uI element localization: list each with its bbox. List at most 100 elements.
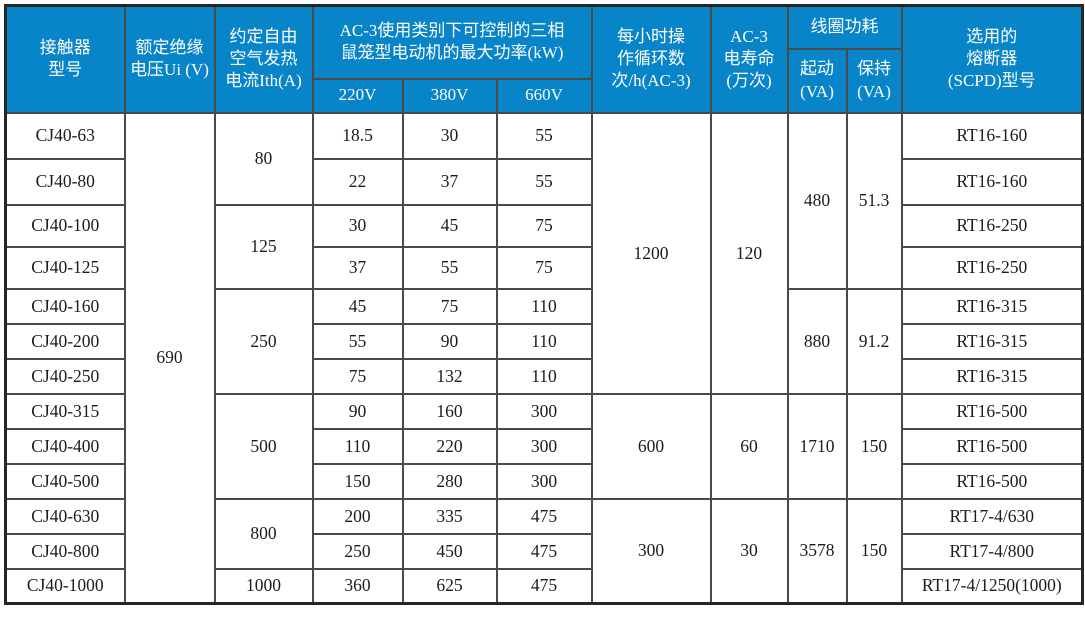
p380-cell: 220: [401, 427, 498, 465]
table-row: CJ40-125 37 55 75 RT16-250: [4, 245, 1084, 290]
fuse-cell: RT17-4/630: [900, 497, 1084, 535]
header-coil-start: 起动 (VA): [786, 47, 848, 114]
fuse-cell: RT17-4/1250(1000): [900, 567, 1084, 605]
header-220v: 220V: [311, 77, 404, 114]
p380-cell: 160: [401, 392, 498, 430]
coil-start-cell: 1710: [786, 392, 848, 500]
model-cell: CJ40-1000: [4, 567, 126, 605]
model-cell: CJ40-400: [4, 427, 126, 465]
model-cell: CJ40-160: [4, 287, 126, 325]
coil-start-cell: 880: [786, 287, 848, 395]
ith-cell: 500: [213, 392, 314, 500]
header-row-1: 接触器 型号 额定绝缘 电压Ui (V) 约定自由 空气发热 电流Ith(A) …: [4, 4, 1084, 114]
p380-cell: 90: [401, 322, 498, 360]
table-header: 接触器 型号 额定绝缘 电压Ui (V) 约定自由 空气发热 电流Ith(A) …: [4, 4, 1084, 114]
table-row: CJ40-200 55 90 110 RT16-315: [4, 322, 1084, 360]
p220-cell: 360: [311, 567, 404, 605]
p220-cell: 75: [311, 357, 404, 395]
p380-cell: 30: [401, 111, 498, 160]
fuse-cell: RT17-4/800: [900, 532, 1084, 570]
coil-hold-cell: 150: [845, 497, 903, 605]
table-body: CJ40-63 690 80 18.5 30 55 1200 120 480 5…: [4, 111, 1084, 605]
header-thermal-current: 约定自由 空气发热 电流Ith(A): [213, 4, 314, 114]
coil-start-cell: 480: [786, 111, 848, 290]
header-coil-hold: 保持 (VA): [845, 47, 903, 114]
fuse-cell: RT16-160: [900, 111, 1084, 160]
model-cell: CJ40-250: [4, 357, 126, 395]
fuse-cell: RT16-500: [900, 392, 1084, 430]
p660-cell: 475: [495, 497, 593, 535]
header-row-2: 起动 (VA) 保持 (VA): [6, 47, 1083, 114]
p380-cell: 450: [401, 532, 498, 570]
fuse-cell: RT16-315: [900, 322, 1084, 360]
model-cell: CJ40-315: [4, 392, 126, 430]
p380-cell: 132: [401, 357, 498, 395]
ith-cell: 250: [213, 287, 314, 395]
p220-cell: 90: [311, 392, 404, 430]
table-row: CJ40-63 690 80 18.5 30 55 1200 120 480 5…: [4, 111, 1084, 605]
model-cell: CJ40-63: [4, 111, 126, 160]
fuse-cell: RT16-500: [900, 462, 1084, 500]
fuse-cell: RT16-315: [900, 357, 1084, 395]
table-row: CJ40-250 75 132 110 RT16-315: [4, 357, 1084, 395]
p220-cell: 30: [311, 203, 404, 248]
p380-cell: 75: [401, 287, 498, 325]
p220-cell: 37: [311, 245, 404, 290]
life-cell: 60: [709, 392, 789, 500]
p660-cell: 110: [495, 357, 593, 395]
model-cell: CJ40-100: [4, 203, 126, 248]
p660-cell: 300: [495, 427, 593, 465]
ith-cell: 80: [213, 111, 314, 206]
p380-cell: 625: [401, 567, 498, 605]
p220-cell: 200: [311, 497, 404, 535]
table-row: CJ40-630 800 200 335 475 300 30 3578 150…: [4, 497, 1084, 605]
p380-cell: 37: [401, 157, 498, 206]
p220-cell: 110: [311, 427, 404, 465]
p380-cell: 55: [401, 245, 498, 290]
header-ops-per-hour: 每小时操 作循环数 次/h(AC-3): [590, 4, 712, 114]
table-row: CJ40-315 500 90 160 300 600 60 1710 150 …: [4, 392, 1084, 500]
header-max-power: AC-3使用类别下可控制的三相 鼠笼型电动机的最大功率(kW): [311, 4, 593, 80]
model-cell: CJ40-800: [4, 532, 126, 570]
p220-cell: 45: [311, 287, 404, 325]
header-rated-voltage: 额定绝缘 电压Ui (V): [123, 4, 216, 114]
p220-cell: 18.5: [311, 111, 404, 160]
ops-cell: 300: [590, 497, 712, 605]
header-fuse-model: 选用的 熔断器 (SCPD)型号: [900, 4, 1084, 114]
p220-cell: 22: [311, 157, 404, 206]
fuse-cell: RT16-500: [900, 427, 1084, 465]
table-row: CJ40-400 110 220 300 RT16-500: [4, 427, 1084, 465]
p660-cell: 55: [495, 157, 593, 206]
p660-cell: 475: [495, 532, 593, 570]
model-cell: CJ40-500: [4, 462, 126, 500]
p660-cell: 55: [495, 111, 593, 160]
header-380v: 380V: [401, 77, 498, 114]
coil-hold-cell: 51.3: [845, 111, 903, 290]
p660-cell: 110: [495, 322, 593, 360]
table-row: CJ40-800 250 450 475 RT17-4/800: [4, 532, 1084, 570]
header-660v: 660V: [495, 77, 593, 114]
p220-cell: 150: [311, 462, 404, 500]
ith-cell: 125: [213, 203, 314, 290]
header-coil-consumption: 线圈功耗: [786, 4, 903, 50]
contactor-spec-table: 接触器 型号 额定绝缘 电压Ui (V) 约定自由 空气发热 电流Ith(A) …: [4, 4, 1085, 605]
coil-start-cell: 3578: [786, 497, 848, 605]
p380-cell: 280: [401, 462, 498, 500]
model-cell: CJ40-80: [4, 157, 126, 206]
p660-cell: 300: [495, 392, 593, 430]
p660-cell: 75: [495, 203, 593, 248]
table-row: CJ40-500 150 280 300 RT16-500: [4, 462, 1084, 500]
p660-cell: 300: [495, 462, 593, 500]
life-cell: 120: [709, 111, 789, 395]
p660-cell: 110: [495, 287, 593, 325]
coil-hold-cell: 150: [845, 392, 903, 500]
table-row: CJ40-80 22 37 55 RT16-160: [4, 157, 1084, 206]
p220-cell: 250: [311, 532, 404, 570]
p220-cell: 55: [311, 322, 404, 360]
header-row-3: 220V 380V 660V: [6, 77, 1083, 114]
fuse-cell: RT16-160: [900, 157, 1084, 206]
ith-cell: 1000: [213, 567, 314, 605]
coil-hold-cell: 91.2: [845, 287, 903, 395]
header-model: 接触器 型号: [4, 4, 126, 114]
